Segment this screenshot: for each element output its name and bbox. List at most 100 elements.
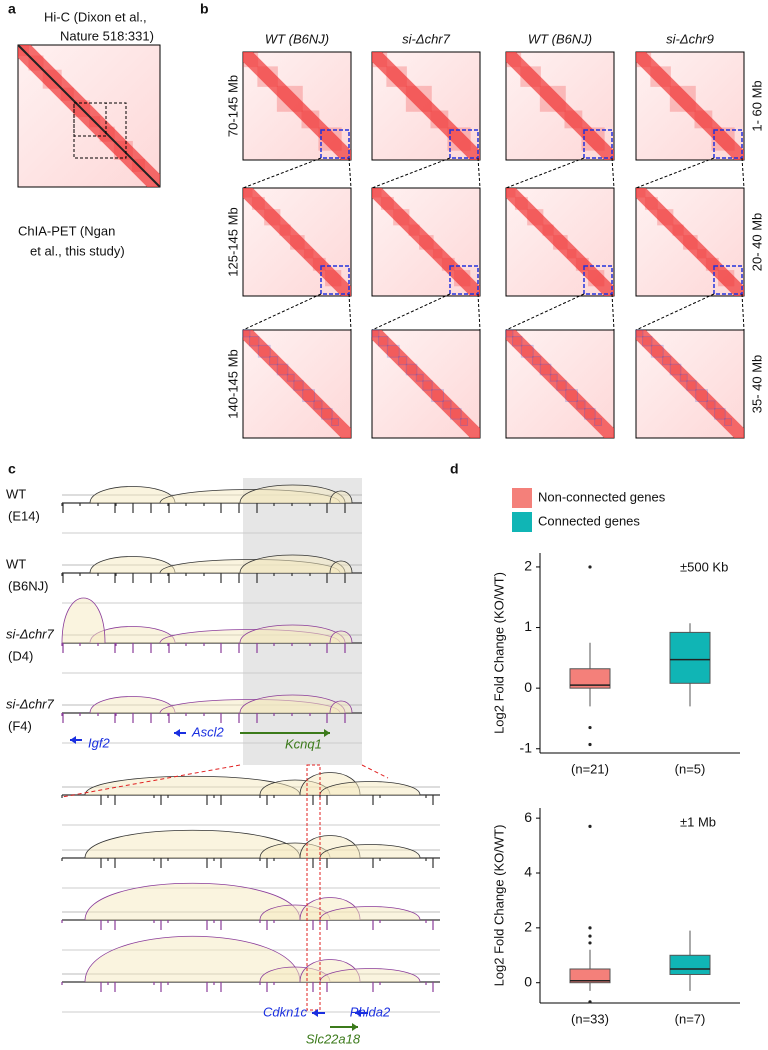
interaction-arc <box>329 700 353 714</box>
tad <box>302 389 315 402</box>
tad <box>553 235 568 250</box>
tad <box>679 373 688 382</box>
diagonal-line <box>17 44 161 188</box>
tad <box>520 344 534 358</box>
interaction-arc <box>319 781 421 796</box>
tad <box>581 127 605 151</box>
tad <box>279 224 291 236</box>
tad <box>243 188 253 198</box>
box <box>669 954 711 975</box>
track-label: si-Δchr7 <box>6 626 54 641</box>
outlier <box>588 934 592 938</box>
interaction-arc <box>329 630 353 644</box>
y-tick-label: 0 <box>524 973 532 989</box>
heatmap <box>242 329 352 439</box>
zoom-line <box>371 157 451 189</box>
box <box>669 631 711 684</box>
y-tick-label: -1 <box>520 739 533 755</box>
tad <box>594 418 602 426</box>
tad <box>286 373 295 382</box>
tad <box>442 400 452 410</box>
zoom-line <box>242 293 322 331</box>
tad <box>549 373 558 382</box>
tad <box>564 110 583 129</box>
row-label: 140-145 Mb <box>225 349 240 418</box>
arrow-head <box>355 1009 361 1017</box>
heatmap <box>371 187 481 297</box>
zoom-box <box>320 129 350 159</box>
heatmap-diagonal <box>372 188 480 296</box>
chiapet-label: ChIA-PET (Ngan <box>18 223 115 238</box>
x-tick-label: (n=5) <box>675 761 706 776</box>
outlier <box>588 824 592 828</box>
tad <box>714 408 726 420</box>
zoom-line <box>477 293 481 331</box>
track-label: (B6NJ) <box>8 578 48 593</box>
outlier <box>588 941 592 945</box>
track-label: (D4) <box>8 648 33 663</box>
heatmap <box>242 187 352 297</box>
tad <box>514 196 528 210</box>
tad <box>711 127 735 151</box>
tad <box>454 270 471 287</box>
tad <box>408 224 420 236</box>
tad <box>301 110 320 129</box>
tad <box>422 380 433 391</box>
row-label: 20- 40 Mb <box>749 213 764 272</box>
zoom-box <box>320 265 350 295</box>
tad <box>398 356 408 366</box>
box <box>569 668 611 689</box>
tad <box>542 224 554 236</box>
column-header: si-Δchr9 <box>666 31 714 46</box>
tad <box>242 329 251 338</box>
tad <box>718 270 735 287</box>
legend-swatch <box>512 488 532 508</box>
heatmap <box>242 51 352 161</box>
arrow-head <box>352 1023 358 1031</box>
zoom-line <box>635 293 715 331</box>
box <box>569 968 611 984</box>
tad <box>669 363 682 376</box>
tad <box>313 400 323 410</box>
outlier <box>588 926 592 930</box>
tad <box>512 336 523 347</box>
zoom-box <box>713 265 743 295</box>
zoom-line <box>505 157 585 189</box>
tad <box>696 248 707 259</box>
tad <box>303 248 314 259</box>
heatmap-diagonal <box>243 188 351 296</box>
tad <box>290 235 305 250</box>
tad <box>657 209 674 226</box>
tad <box>672 224 684 236</box>
legend-label: Connected genes <box>538 513 640 528</box>
tad <box>415 373 424 382</box>
arrow-head <box>70 736 76 744</box>
zoom-box <box>449 129 479 159</box>
tad <box>378 336 389 347</box>
y-tick-label: 4 <box>524 864 532 880</box>
tad <box>724 418 732 426</box>
interaction-arc <box>329 490 353 504</box>
tad <box>331 418 339 426</box>
heatmap <box>371 51 481 161</box>
tad <box>539 363 552 376</box>
heatmap-diagonal <box>243 52 351 160</box>
heatmap-diagonal <box>372 330 480 438</box>
arrow-head <box>174 729 180 737</box>
tad <box>264 209 281 226</box>
tad <box>506 52 522 68</box>
tad <box>460 418 468 426</box>
zoom-line <box>635 157 715 189</box>
heatmap <box>505 51 615 161</box>
highlight-region <box>243 478 362 765</box>
tad <box>650 344 664 358</box>
tad <box>321 408 333 420</box>
tad <box>318 127 342 151</box>
zoom-box <box>583 129 613 159</box>
tad <box>662 356 672 366</box>
tad <box>505 329 514 338</box>
tad <box>325 270 342 287</box>
interaction-arc <box>61 597 106 644</box>
tad <box>276 85 303 112</box>
